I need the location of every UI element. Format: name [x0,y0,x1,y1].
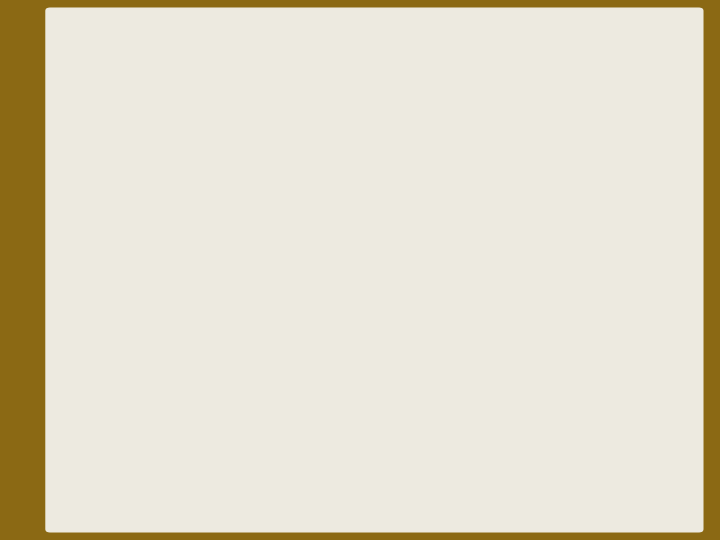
Text: = percent: = percent [355,224,447,241]
Circle shape [109,161,133,180]
Circle shape [114,328,128,339]
Circle shape [109,378,133,396]
Text: x 100 %: x 100 % [249,224,323,241]
Text: Calculating Percent composition: Calculating Percent composition [102,98,658,127]
Circle shape [109,134,133,153]
Circle shape [114,84,128,95]
Circle shape [109,297,133,315]
Circle shape [114,409,128,420]
Text: Calculate the percent of oxygen in: Calculate the percent of oxygen in [168,160,548,179]
Circle shape [109,405,133,423]
Text: 48.0g: 48.0g [221,298,314,326]
Circle shape [114,165,128,176]
Text: .: . [569,192,576,211]
Circle shape [109,324,133,342]
Text: 3: 3 [560,201,569,214]
Circle shape [114,301,128,312]
Circle shape [114,274,128,285]
Circle shape [109,270,133,288]
Circle shape [109,243,133,261]
Circle shape [114,382,128,393]
Circle shape [109,216,133,234]
Circle shape [109,351,133,369]
Circle shape [114,192,128,203]
Text: x 100 %: x 100 % [351,308,462,332]
Circle shape [109,188,133,207]
Circle shape [109,80,133,99]
Circle shape [114,436,128,447]
Circle shape [114,355,128,366]
Text: 84.3 g: 84.3 g [221,330,324,358]
Circle shape [109,107,133,126]
Text: whole: whole [189,242,245,260]
Circle shape [114,138,128,149]
Text: = 56.9 %  O: = 56.9 % O [478,308,660,336]
Circle shape [109,432,133,450]
Text: s:: s: [163,279,181,298]
Text: magnesium carbonate, MgCO: magnesium carbonate, MgCO [168,192,492,211]
Text: part: part [189,224,228,241]
Circle shape [114,219,128,230]
Circle shape [114,111,128,122]
Circle shape [114,246,128,258]
